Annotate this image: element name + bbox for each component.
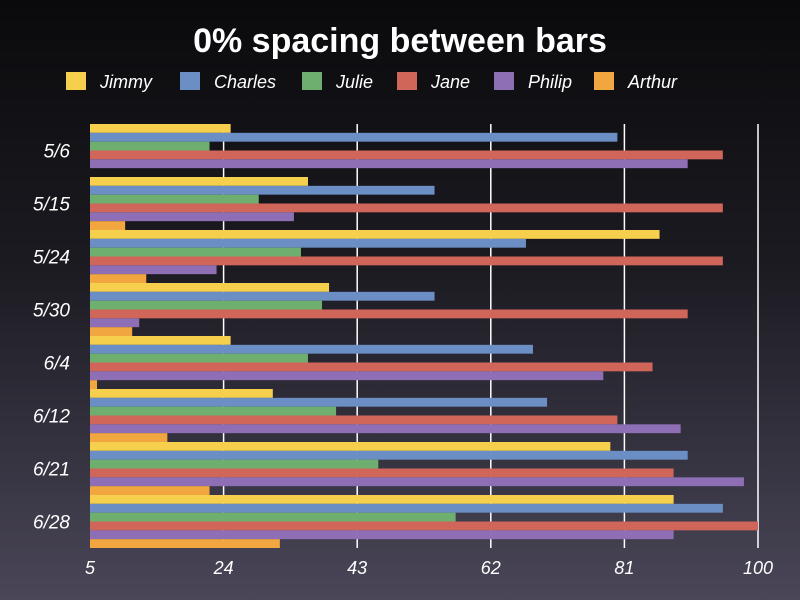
x-tick-label-5: 5 [85, 558, 96, 578]
legend-swatch-charles [180, 72, 200, 90]
category-label-5-6: 5/6 [44, 142, 71, 163]
bar-jane-6-4 [90, 362, 653, 372]
bar-arthur-6-12 [90, 433, 168, 442]
bar-philip-5-30 [90, 318, 140, 328]
bar-julie-6-28 [90, 512, 456, 522]
bar-philip-6-12 [90, 424, 681, 434]
bar-julie-5-15 [90, 194, 259, 204]
category-label-6-12: 6/12 [33, 407, 70, 428]
bar-julie-5-30 [90, 300, 323, 310]
legend-label-charles: Charles [214, 72, 276, 92]
bar-jimmy-6-4 [90, 336, 231, 345]
category-labels: 5/6 5/15 5/24 5/30 6/4 6/12 6/21 6/28 [33, 142, 70, 534]
bar-arthur-6-21 [90, 486, 210, 495]
bar-charles-6-12 [90, 397, 548, 407]
chart-title: 0% spacing between bars [193, 22, 607, 60]
bar-julie-6-4 [90, 353, 308, 363]
legend-label-philip: Philip [528, 72, 572, 92]
bar-julie-6-12 [90, 406, 337, 416]
bar-charles-5-15 [90, 185, 435, 195]
legend-label-julie: Julie [335, 72, 373, 92]
bar-charles-6-4 [90, 344, 533, 354]
x-tick-label-24: 24 [213, 558, 234, 578]
bar-jane-6-21 [90, 468, 674, 478]
bar-jimmy-5-24 [90, 230, 660, 239]
legend-label-arthur: Arthur [627, 72, 678, 92]
bar-julie-5-24 [90, 247, 301, 257]
category-label-6-4: 6/4 [44, 354, 70, 375]
category-label-5-30: 5/30 [33, 301, 70, 322]
category-label-5-15: 5/15 [33, 195, 70, 216]
bar-jane-5-6 [90, 150, 723, 160]
bar-julie-6-21 [90, 459, 379, 469]
bar-julie-5-6 [90, 141, 210, 151]
bar-jane-5-30 [90, 309, 688, 319]
bar-arthur-6-28 [90, 539, 280, 548]
bar-charles-6-28 [90, 503, 723, 513]
category-label-6-28: 6/28 [33, 513, 70, 534]
category-label-5-24: 5/24 [33, 248, 70, 269]
bar-charles-5-24 [90, 238, 526, 248]
bar-arthur-5-30 [90, 327, 133, 336]
legend-label-jane: Jane [430, 72, 470, 92]
bar-jane-5-24 [90, 256, 723, 266]
legend: Jimmy Charles Julie Jane Philip Arthur [66, 72, 678, 92]
legend-swatch-julie [302, 72, 322, 90]
bar-philip-6-4 [90, 371, 604, 381]
bar-jimmy-6-28 [90, 495, 674, 504]
legend-swatch-philip [494, 72, 514, 90]
bar-charles-6-21 [90, 450, 688, 460]
bar-arthur-5-15 [90, 221, 126, 230]
bar-philip-6-21 [90, 477, 744, 487]
legend-swatch-jimmy [66, 72, 86, 90]
legend-swatch-arthur [594, 72, 614, 90]
bar-jane-6-28 [90, 521, 758, 531]
bar-charles-5-6 [90, 132, 618, 142]
x-tick-label-100: 100 [743, 558, 773, 578]
bar-philip-5-15 [90, 212, 294, 222]
x-tick-label-43: 43 [347, 558, 367, 578]
x-tick-labels: 5 24 43 62 81 100 [85, 558, 773, 578]
bar-philip-5-24 [90, 265, 217, 275]
category-label-6-21: 6/21 [33, 460, 70, 481]
bar-jane-6-12 [90, 415, 618, 425]
bars [90, 124, 758, 548]
bar-jane-5-15 [90, 203, 723, 213]
bar-jimmy-6-12 [90, 389, 273, 398]
bar-jimmy-5-15 [90, 177, 308, 186]
legend-label-jimmy: Jimmy [99, 72, 153, 92]
bar-arthur-5-24 [90, 274, 147, 283]
legend-swatch-jane [397, 72, 417, 90]
bar-philip-6-28 [90, 530, 674, 540]
bar-arthur-6-4 [90, 380, 98, 389]
bar-philip-5-6 [90, 159, 688, 169]
x-tick-label-62: 62 [481, 558, 501, 578]
x-tick-label-81: 81 [614, 558, 634, 578]
bar-jimmy-5-30 [90, 283, 330, 292]
bar-jimmy-6-21 [90, 442, 611, 451]
bar-jimmy-5-6 [90, 124, 231, 133]
bar-charles-5-30 [90, 291, 435, 301]
